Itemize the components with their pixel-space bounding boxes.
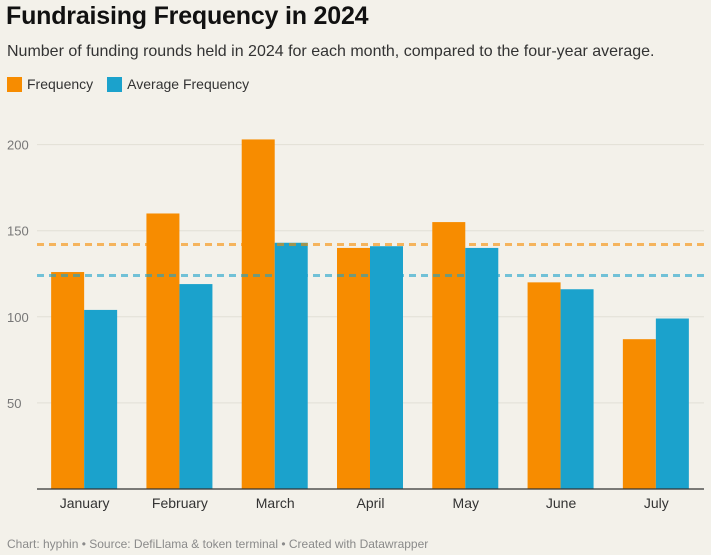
bar-frequency-july <box>622 339 656 489</box>
y-tick-label: 100 <box>7 310 29 325</box>
bar-frequency-april <box>337 247 370 489</box>
bar-average-frequency-june <box>560 289 594 489</box>
x-tick-label: May <box>453 495 479 511</box>
bar-average-frequency-april <box>370 246 403 489</box>
bar-frequency-february <box>146 213 180 490</box>
y-axis-ticks: 50 100 150 200 <box>7 138 29 411</box>
bar-average-frequency-january <box>84 309 118 489</box>
chart-footer: Chart: hyphin • Source: DefiLlama & toke… <box>7 537 429 551</box>
x-tick-label: March <box>256 495 295 511</box>
reference-lines <box>37 242 704 277</box>
legend: Frequency Average Frequency <box>7 76 263 92</box>
x-tick-label: February <box>152 495 208 511</box>
x-tick-label: April <box>356 495 384 511</box>
legend-swatch-frequency <box>7 76 22 92</box>
bar-frequency-may <box>432 222 466 489</box>
x-tick-label: January <box>60 495 110 511</box>
y-tick-label: 200 <box>7 138 29 153</box>
legend-swatch-average-frequency <box>107 76 123 92</box>
x-tick-label: July <box>644 495 669 511</box>
chart-subtitle: Number of funding rounds held in 2024 fo… <box>7 43 655 60</box>
bar-average-frequency-february <box>179 284 213 489</box>
bar-frequency-june <box>527 282 561 489</box>
bar-average-frequency-july <box>655 318 689 489</box>
x-tick-label: June <box>546 495 577 511</box>
legend-item-frequency: Frequency <box>7 76 93 92</box>
y-tick-label: 150 <box>7 224 29 239</box>
bar-frequency-march <box>241 139 275 489</box>
legend-label-frequency: Frequency <box>27 76 94 92</box>
bar-average-frequency-march <box>274 242 308 489</box>
x-axis-ticks: January February March April May June July <box>60 495 669 511</box>
bar-frequency-january <box>51 272 85 489</box>
bars <box>51 139 689 490</box>
legend-label-average-frequency: Average Frequency <box>127 76 250 92</box>
chart-title: Fundraising Frequency in 2024 <box>6 2 369 30</box>
bar-average-frequency-may <box>465 247 499 489</box>
y-tick-label: 50 <box>7 396 21 411</box>
legend-item-average-frequency: Average Frequency <box>107 76 249 92</box>
